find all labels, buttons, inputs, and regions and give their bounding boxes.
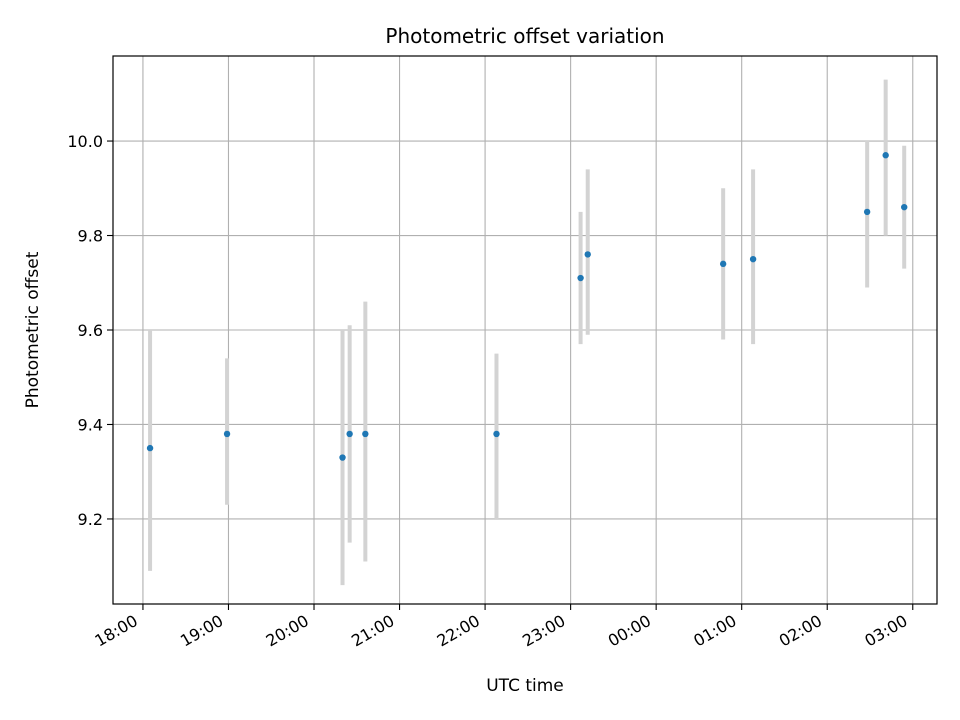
y-tick-label: 10.0 bbox=[67, 132, 103, 151]
x-tick-label: 22:00 bbox=[434, 611, 483, 651]
data-point bbox=[901, 203, 908, 211]
x-axis-title: UTC time bbox=[486, 676, 564, 696]
x-tick-label: 21:00 bbox=[348, 611, 397, 651]
data-point bbox=[493, 430, 500, 438]
data-point bbox=[863, 208, 871, 216]
x-tick-label: 02:00 bbox=[776, 611, 825, 651]
x-tick-label: 23:00 bbox=[519, 611, 568, 651]
x-tick-label: 01:00 bbox=[690, 611, 739, 651]
data-points bbox=[146, 152, 908, 461]
data-point bbox=[577, 274, 584, 282]
y-tick-label: 9.6 bbox=[78, 321, 103, 340]
data-point bbox=[719, 260, 727, 268]
data-point bbox=[882, 152, 889, 159]
y-axis-title: Photometric offset bbox=[23, 251, 43, 408]
data-point bbox=[584, 251, 591, 258]
data-point bbox=[339, 454, 346, 461]
grid-lines bbox=[113, 56, 937, 604]
error-bars bbox=[148, 79, 907, 586]
x-tick-label: 00:00 bbox=[605, 611, 654, 651]
data-point bbox=[362, 430, 369, 438]
data-point bbox=[146, 444, 154, 452]
y-tick-label: 9.2 bbox=[78, 510, 103, 529]
x-tick-label: 18:00 bbox=[92, 611, 141, 651]
y-tick-label: 9.8 bbox=[78, 227, 103, 246]
x-tick-label: 03:00 bbox=[861, 611, 910, 651]
x-axis-ticks: 18:00 19:00 20:00 21:00 22:00 23:00 00:00 01:00… bbox=[92, 604, 914, 651]
y-tick-label: 9.4 bbox=[78, 415, 103, 434]
data-point bbox=[346, 430, 353, 438]
x-tick-label: 20:00 bbox=[263, 611, 312, 651]
y-axis-ticks: 9.2 9.4 9.6 9.8 10.0 bbox=[67, 132, 113, 529]
x-tick-label: 19:00 bbox=[177, 611, 226, 651]
data-point bbox=[223, 430, 231, 438]
data-point bbox=[749, 255, 757, 263]
chart-title: Photometric offset variation bbox=[385, 24, 664, 48]
